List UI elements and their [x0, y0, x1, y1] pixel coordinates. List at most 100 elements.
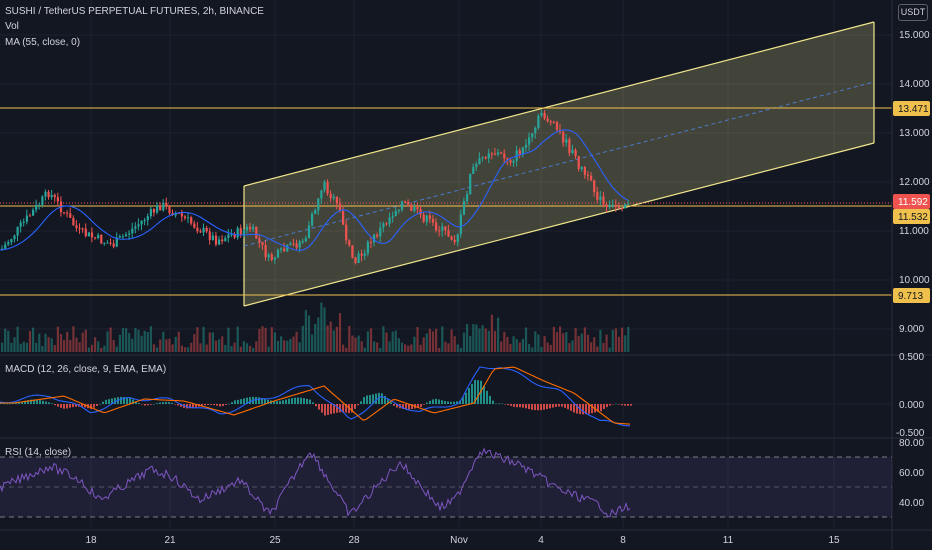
- macd-histogram-bar: [339, 404, 341, 413]
- volume-bar: [599, 329, 602, 352]
- symbol-title[interactable]: SUSHI / TetherUS PERPETUAL FUTURES, 2h, …: [5, 6, 264, 17]
- price-tick: 11.000: [899, 226, 929, 237]
- price-axis[interactable]: 15.000 14.000 13.000 12.000 11.000 10.00…: [899, 30, 930, 335]
- macd-histogram-bar: [264, 398, 266, 404]
- macd-histogram-bar: [504, 404, 506, 405]
- macd-histogram-bar: [429, 400, 431, 404]
- macd-histogram-bar: [600, 404, 602, 412]
- candle-body: [87, 232, 90, 237]
- candle-body: [267, 254, 270, 258]
- candle-body: [363, 253, 366, 256]
- candle-body: [360, 253, 363, 256]
- volume-bar: [283, 340, 286, 352]
- macd-histogram-bar: [45, 401, 47, 404]
- macd-histogram-bar: [30, 399, 32, 404]
- volume-legend[interactable]: Vol: [5, 21, 19, 32]
- volume-bar: [106, 331, 109, 352]
- volume-bar: [196, 327, 199, 352]
- macd-histogram-bar: [483, 385, 485, 404]
- volume-bar: [63, 340, 66, 352]
- macd-histogram-bar: [36, 399, 38, 404]
- macd-histogram-bar: [153, 403, 155, 405]
- candle-body: [373, 234, 376, 243]
- macd-histogram-bar: [438, 399, 440, 404]
- volume-bar: [608, 347, 611, 352]
- volume-bar: [320, 302, 323, 352]
- volume-bar: [469, 336, 472, 352]
- volume-bar: [187, 347, 190, 352]
- volume-bar: [292, 336, 295, 352]
- candle-body: [183, 216, 187, 219]
- volume-bar: [109, 327, 112, 352]
- volume-bar: [298, 342, 301, 352]
- candle-body: [500, 152, 503, 154]
- volume-bar: [332, 330, 335, 352]
- volume-bar: [363, 347, 366, 352]
- macd-histogram-bar: [603, 404, 605, 409]
- channel-upper-line[interactable]: [243, 21, 875, 187]
- volume-bar: [152, 344, 156, 352]
- macd-histogram-bar: [282, 400, 284, 404]
- channel-lower-line[interactable]: [243, 142, 875, 307]
- macd-histogram-bar: [555, 404, 557, 407]
- macd-histogram-bar: [135, 401, 137, 404]
- macd-histogram-bar: [66, 404, 68, 409]
- support-lower-price-label: 9.713: [898, 291, 923, 302]
- ma-legend[interactable]: MA (55, close, 0): [5, 37, 81, 48]
- volume-bar: [317, 317, 320, 352]
- macd-histogram-bar: [147, 404, 149, 406]
- candle-body: [382, 223, 385, 228]
- macd-legend[interactable]: MACD (12, 26, close, 9, EMA, EMA): [5, 364, 167, 375]
- volume-bar: [19, 343, 22, 352]
- macd-histogram-bar: [507, 404, 509, 406]
- volume-bar: [329, 321, 332, 352]
- candle-body: [490, 153, 493, 155]
- macd-histogram-bar: [96, 404, 98, 406]
- macd-histogram-bar: [195, 404, 197, 408]
- volume-bar: [388, 341, 391, 352]
- volume-bar: [462, 332, 466, 352]
- macd-histogram-bar: [363, 397, 365, 404]
- volume-bar: [13, 337, 16, 352]
- macd-histogram-bar: [564, 404, 566, 408]
- candle-body: [338, 203, 342, 211]
- macd-histogram-bar: [72, 404, 74, 408]
- rsi-legend[interactable]: RSI (14, close): [5, 447, 72, 458]
- volume-bar: [543, 336, 546, 352]
- volume-bar: [258, 328, 261, 352]
- candle-body: [357, 253, 360, 263]
- ma-55-line: [0, 129, 629, 251]
- time-axis[interactable]: 18 21 25 28 Nov 4 8 11 15: [85, 535, 840, 546]
- candle-body: [211, 235, 214, 240]
- candle-body: [593, 180, 596, 193]
- macd-histogram-bar: [534, 404, 536, 411]
- macd-histogram-bar: [444, 400, 446, 404]
- macd-axis[interactable]: 0.500 0.000 -0.500: [896, 352, 925, 439]
- candle-body: [261, 242, 264, 245]
- macd-histogram-bar: [480, 380, 482, 404]
- macd-histogram-bar: [318, 404, 320, 410]
- volume-bar: [112, 340, 115, 352]
- volume-bar: [577, 336, 580, 352]
- macd-histogram-bar: [582, 404, 584, 415]
- volume-bar: [143, 330, 146, 352]
- volume-bar: [534, 331, 537, 352]
- candle-body: [438, 230, 441, 232]
- candle-body: [165, 203, 168, 206]
- time-tick: 28: [348, 535, 360, 546]
- macd-histogram-bar: [12, 403, 14, 404]
- candle-body: [503, 153, 506, 159]
- candle-body: [580, 166, 583, 169]
- currency-button[interactable]: USDT: [898, 4, 928, 21]
- volume-bar: [447, 343, 450, 352]
- macd-histogram-bar: [624, 404, 626, 406]
- time-tick: 21: [164, 535, 176, 546]
- volume-bar: [487, 330, 490, 352]
- volume-bar: [397, 338, 400, 352]
- macd-histogram-bar: [129, 397, 131, 404]
- volume-bar: [50, 338, 53, 352]
- macd-histogram-bar: [312, 402, 314, 404]
- rsi-axis[interactable]: 80.00 60.00 40.00: [899, 438, 924, 509]
- price-tick: 12.000: [899, 177, 930, 188]
